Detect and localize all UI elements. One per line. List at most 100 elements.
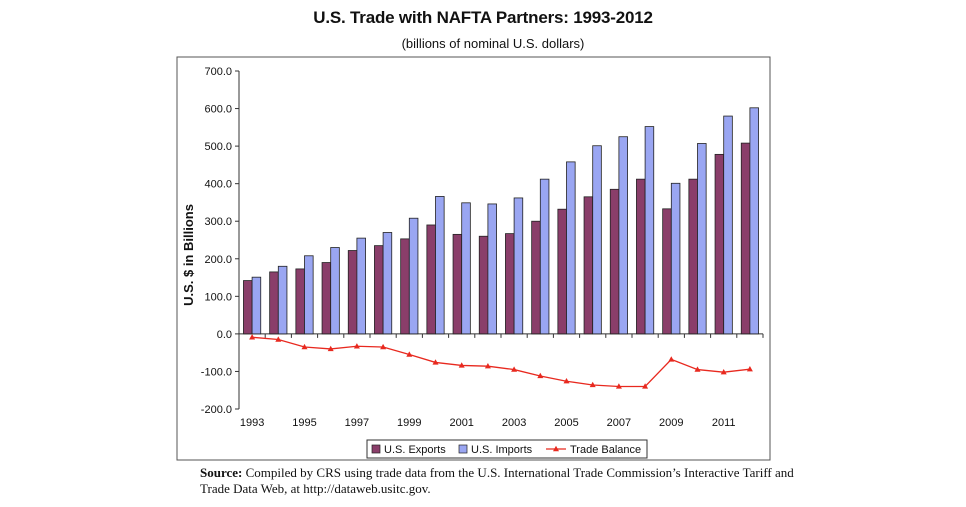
y-tick-label: 300.0: [204, 216, 232, 228]
trade-balance-point: [589, 381, 596, 388]
export-bar: [740, 142, 751, 335]
trade-balance-point: [327, 345, 334, 352]
trade-balance-point: [249, 334, 256, 340]
y-tick-label: 700.0: [204, 66, 232, 78]
import-bar: [487, 203, 497, 335]
legend-swatch-exports: [371, 444, 381, 454]
y-tick-label: 400.0: [204, 179, 232, 191]
trade-balance-point: [380, 343, 387, 350]
trade-balance-point: [432, 359, 439, 365]
export-bar: [452, 233, 463, 335]
trade-balance-point: [275, 336, 282, 342]
source-label: Source:: [200, 465, 243, 480]
trade-balance-point: [746, 365, 753, 372]
trade-balance-point: [563, 378, 570, 384]
export-bar: [321, 262, 332, 335]
import-bar: [382, 232, 393, 335]
chart-frame: [176, 56, 771, 461]
trade-balance-point: [615, 383, 622, 389]
legend-swatch-balance-marker: [553, 445, 559, 452]
x-axis: 1993 1995 1997 1999 2001 2003 2005 2007 2009 2011: [238, 333, 764, 429]
trade-balance-point: [694, 366, 701, 372]
trade-balance-point: [458, 362, 465, 368]
legend-box: [366, 439, 648, 459]
y-tick-label: -100.0: [201, 366, 232, 378]
export-bar: [609, 188, 620, 335]
trade-balance-line: [249, 334, 753, 389]
source-note: Source: Compiled by CRS using trade data…: [200, 465, 800, 497]
export-bar: [478, 235, 489, 335]
chart: 700.0 600.0 500.0 400.0 300.0 200.0 100.0 0.0 -1…: [176, 56, 771, 461]
trade-balance-point: [353, 343, 360, 349]
chart-title: U.S. Trade with NAFTA Partners: 1993-201…: [313, 8, 653, 27]
import-bar: [304, 255, 314, 335]
x-tick-label: 2003: [502, 417, 526, 429]
import-bar: [697, 143, 707, 335]
trade-balance-point: [537, 372, 544, 379]
x-tick-label: 1997: [345, 417, 369, 429]
x-tick-label: 1995: [292, 417, 316, 429]
legend: U.S. Exports U.S. Imports Trade Balance: [366, 439, 648, 459]
legend-label-imports: U.S. Imports: [471, 444, 533, 456]
x-tick-label: 2005: [554, 417, 578, 429]
export-bar: [557, 208, 567, 335]
import-bar: [356, 237, 366, 335]
legend-swatch-imports: [458, 444, 468, 454]
import-bar: [513, 197, 524, 335]
import-bar: [435, 196, 445, 335]
trade-balance-point: [668, 356, 675, 362]
x-tick-label: 1993: [240, 417, 264, 429]
import-bar: [592, 145, 602, 335]
export-bar: [662, 208, 672, 335]
trade-balance-point: [720, 368, 727, 375]
export-bar: [295, 268, 305, 335]
import-bar: [539, 178, 550, 335]
legend-label-balance: Trade Balance: [570, 444, 641, 456]
export-bar: [714, 153, 725, 335]
export-bar: [243, 280, 253, 335]
x-tick-label: 1999: [397, 417, 421, 429]
import-bar: [723, 115, 733, 335]
x-tick-label: 2009: [659, 417, 683, 429]
y-axis: 700.0 600.0 500.0 400.0 300.0 200.0 100.0 0.0 -1…: [201, 66, 240, 416]
y-tick-label: 100.0: [204, 291, 232, 303]
source-text: Compiled by CRS using trade data from th…: [200, 465, 794, 496]
export-bar: [531, 220, 541, 335]
bars: [243, 107, 759, 335]
import-bar: [251, 276, 262, 335]
x-tick-label: 2001: [449, 417, 473, 429]
export-bar: [636, 178, 646, 335]
chart-subtitle: (billions of nominal U.S. dollars): [401, 36, 585, 51]
y-tick-label: 200.0: [204, 254, 232, 266]
trade-balance-point: [642, 383, 649, 389]
trade-balance-point: [406, 351, 413, 357]
export-bar: [583, 196, 594, 335]
import-bar: [644, 126, 655, 335]
trade-balance-polyline: [252, 336, 750, 388]
export-bar: [505, 233, 515, 335]
import-bar: [408, 217, 419, 335]
import-bar: [749, 107, 759, 335]
x-tick-label: 2007: [607, 417, 631, 429]
trade-balance-point: [511, 366, 518, 372]
import-bar: [618, 136, 628, 335]
trade-balance-point: [301, 343, 308, 350]
y-axis-label: U.S. $ in Billions: [181, 204, 196, 306]
export-bar: [400, 238, 410, 335]
export-bar: [688, 178, 698, 335]
import-bar: [566, 161, 576, 335]
trade-balance-point: [484, 362, 491, 369]
y-tick-label: 500.0: [204, 141, 232, 153]
x-tick-label: 2011: [712, 417, 736, 429]
export-bar: [269, 271, 279, 335]
y-tick-label: 0.0: [217, 329, 232, 341]
export-bar: [374, 245, 384, 335]
y-tick-label: 600.0: [204, 104, 232, 116]
import-bar: [670, 182, 681, 335]
import-bar: [461, 202, 471, 335]
export-bar: [426, 224, 436, 335]
y-tick-label: -200.0: [201, 404, 232, 416]
export-bar: [347, 250, 358, 335]
import-bar: [277, 265, 288, 335]
legend-label-exports: U.S. Exports: [384, 444, 446, 456]
